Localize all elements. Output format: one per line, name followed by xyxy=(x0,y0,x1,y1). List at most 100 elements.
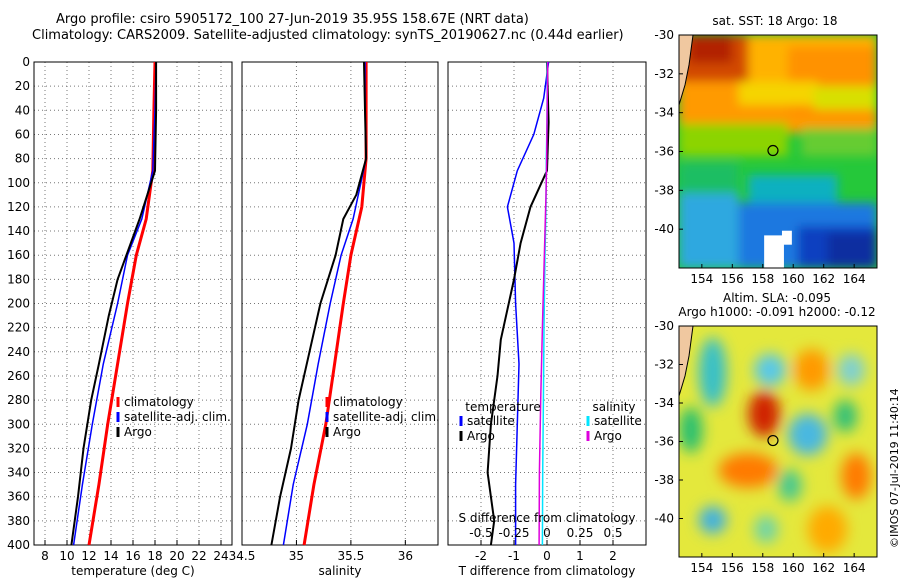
map-lat-label: -36 xyxy=(654,145,674,159)
coastline xyxy=(679,326,694,397)
x-tick-label: -1 xyxy=(508,549,520,563)
x-tick-label: 35.5 xyxy=(338,549,365,563)
legend-label: satellite xyxy=(467,414,515,428)
sla-patch xyxy=(718,453,778,488)
sst-patch xyxy=(688,35,733,63)
x-tick-label: 20 xyxy=(169,549,184,563)
legend-title-temperature: temperature xyxy=(465,400,540,414)
argo-position-marker xyxy=(767,434,779,447)
depth-tick-label: 280 xyxy=(7,393,30,407)
depth-tick-label: 180 xyxy=(7,272,30,286)
x2-tick-label: 0 xyxy=(543,526,551,540)
depth-tick-label: 360 xyxy=(7,490,30,504)
sla-patch xyxy=(754,515,778,544)
legend-label: climatology xyxy=(124,395,194,409)
x2-tick-label: -0.25 xyxy=(498,526,529,540)
depth-tick-label: 60 xyxy=(15,127,30,141)
x-tick-label: 18 xyxy=(147,549,162,563)
depth-tick-label: 40 xyxy=(15,103,30,117)
legend-label: satellite-adj. clim. xyxy=(124,410,231,424)
map-lon-label: 164 xyxy=(843,272,866,286)
sst-patch xyxy=(801,128,877,157)
series-line-argo xyxy=(270,61,368,546)
depth-tick-label: 320 xyxy=(7,441,30,455)
sst-patch xyxy=(679,163,739,199)
sla-patch xyxy=(778,469,802,502)
legend-label: satellite xyxy=(594,414,642,428)
depth-tick-label: 20 xyxy=(15,79,30,93)
depth-tick-label: 220 xyxy=(7,321,30,335)
sla-patch xyxy=(807,506,848,553)
figure-title-line1: Argo profile: csiro 5905172_100 27-Jun-2… xyxy=(56,12,529,27)
no-data-patch xyxy=(764,235,784,268)
series-line-s-argo xyxy=(538,61,549,546)
map-lon-label: 156 xyxy=(721,272,744,286)
legend-title-salinity: salinity xyxy=(592,400,635,414)
sla-patch xyxy=(698,506,727,534)
series-line-satellite-adj-clim- xyxy=(72,61,157,546)
map-lon-label: 160 xyxy=(782,561,805,575)
x-tick-label: 2 xyxy=(609,549,617,563)
sla-map-field xyxy=(679,326,877,557)
sla-patch xyxy=(837,353,866,387)
sla-patch xyxy=(754,353,786,387)
series-line-climatology xyxy=(302,62,368,546)
map-lat-label: -40 xyxy=(654,512,674,526)
depth-tick-label: 300 xyxy=(7,417,30,431)
map-lon-label: 156 xyxy=(721,561,744,575)
legend-label: satellite-adj. clim. xyxy=(333,410,440,424)
x-axis-label: salinity xyxy=(318,564,361,578)
legend-label: Argo xyxy=(467,429,495,443)
sst-blobs xyxy=(679,35,877,268)
x-tick-label: 0 xyxy=(543,549,551,563)
argo-position-marker xyxy=(767,144,779,157)
depth-tick-label: 380 xyxy=(7,514,30,528)
map-lon-label: 164 xyxy=(843,561,866,575)
legend-label: Argo xyxy=(124,425,152,439)
x-tick-label: 10 xyxy=(59,549,74,563)
sst-map-title: sat. SST: 18 Argo: 18 xyxy=(712,14,837,28)
map-lat-label: -34 xyxy=(654,106,674,120)
x2-tick-label: 0.25 xyxy=(567,526,594,540)
depth-tick-label: 0 xyxy=(22,55,30,69)
sla-patch xyxy=(787,413,828,456)
sla-map-subtitle: Argo h1000: -0.091 h2000: -0.12 xyxy=(678,305,875,319)
sst-patch xyxy=(679,123,788,157)
sla-patch xyxy=(833,399,858,433)
plot-frame xyxy=(241,61,439,546)
map-lon-label: 160 xyxy=(782,272,805,286)
sst-patch xyxy=(827,233,877,268)
imos-credit: ©IMOS 07-Jul-2019 11:40:14 xyxy=(888,388,900,548)
sst-patch xyxy=(813,86,877,110)
x-axis-label: T difference from climatology xyxy=(458,564,636,578)
map-lat-label: -30 xyxy=(654,319,674,333)
coastline xyxy=(679,35,694,106)
map-lat-label: -32 xyxy=(654,358,674,372)
sla-patch xyxy=(793,349,830,391)
no-data-patch xyxy=(781,230,792,245)
depth-tick-label: 340 xyxy=(7,466,30,480)
x2-axis-label: S difference from climatology xyxy=(459,511,636,525)
map-lat-label: -38 xyxy=(654,183,674,197)
map-lat-label: -38 xyxy=(654,473,674,487)
x-tick-label: 22 xyxy=(191,549,206,563)
figure-title-line2: Climatology: CARS2009. Satellite-adjuste… xyxy=(32,28,624,43)
legend-label: climatology xyxy=(333,395,403,409)
map-lat-label: -32 xyxy=(654,67,674,81)
depth-tick-label: 120 xyxy=(7,200,30,214)
sla-patch xyxy=(698,337,727,407)
legend-label: Argo xyxy=(594,429,622,443)
x-tick-label: 36 xyxy=(398,549,413,563)
x-tick-label: 24 xyxy=(213,549,228,563)
map-lat-label: -34 xyxy=(654,396,674,410)
sst-patch xyxy=(679,193,739,268)
map-lon-label: 154 xyxy=(690,561,713,575)
depth-tick-label: 260 xyxy=(7,369,30,383)
x-tick-label: 1 xyxy=(576,549,584,563)
x-tick-label: 35 xyxy=(289,549,304,563)
sla-patch xyxy=(679,406,703,454)
legend-label: Argo xyxy=(333,425,361,439)
sst-map-field xyxy=(679,35,877,268)
depth-tick-label: 200 xyxy=(7,297,30,311)
